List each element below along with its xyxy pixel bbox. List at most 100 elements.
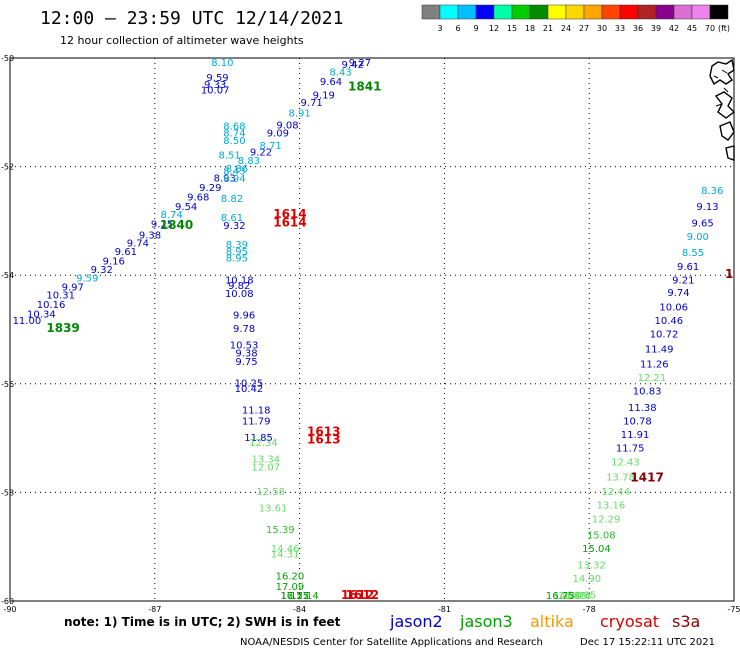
wave-height-value: 14.46 bbox=[271, 544, 300, 555]
wave-height-value: 14.65 bbox=[568, 590, 597, 601]
wave-height-value: 10.08 bbox=[225, 289, 254, 300]
satellite-name-cryosat: cryosat bbox=[600, 612, 659, 631]
satellite-name-altika: altika bbox=[530, 612, 574, 631]
legend-swatch bbox=[601, 4, 621, 20]
map-title: 12:00 – 23:59 UTC 12/14/2021 bbox=[40, 8, 343, 29]
wave-height-value: 10.42 bbox=[235, 384, 264, 395]
wave-height-value: 12.43 bbox=[611, 457, 640, 468]
wave-height-value: 9.97 bbox=[62, 282, 84, 293]
wave-height-value: 9.29 bbox=[199, 183, 221, 194]
wave-height-observations: 11.0010.3410.1610.319.979.599.329.169.61… bbox=[13, 58, 724, 602]
legend-swatch bbox=[583, 4, 603, 20]
wave-height-value: 8.94 bbox=[223, 174, 245, 185]
latitude-tick-label: -50 bbox=[1, 54, 14, 63]
legend-label: 45 bbox=[687, 24, 697, 33]
wave-height-value: 8.86 bbox=[226, 164, 248, 175]
legend-label: 9 bbox=[473, 24, 478, 33]
wave-height-value: 8.43 bbox=[329, 67, 351, 78]
wave-height-value: 11.18 bbox=[242, 406, 271, 417]
longitude-tick-label: -87 bbox=[148, 605, 161, 614]
wave-height-value: 15.08 bbox=[587, 531, 616, 542]
legend-swatch bbox=[421, 4, 441, 20]
legend-swatch bbox=[637, 4, 657, 20]
wave-height-value: 9.68 bbox=[187, 192, 209, 203]
wave-height-value: 13.78 bbox=[606, 472, 635, 483]
wave-height-value: 10.16 bbox=[37, 300, 66, 311]
wave-height-value: 11.26 bbox=[640, 360, 669, 371]
wave-height-value: 12.29 bbox=[592, 514, 621, 525]
legend-swatch bbox=[619, 4, 639, 20]
legend-label: 39 bbox=[651, 24, 661, 33]
wave-height-value: 11.85 bbox=[244, 433, 273, 444]
wave-height-value: 11.79 bbox=[242, 417, 271, 428]
legend-label: 3 bbox=[437, 24, 442, 33]
legend-label: 27 bbox=[579, 24, 589, 33]
wave-height-value: 10.72 bbox=[650, 330, 679, 341]
latitude-tick-label: -54 bbox=[1, 271, 14, 280]
wave-height-value: 9.74 bbox=[127, 238, 149, 249]
wave-height-value: 15.04 bbox=[582, 544, 611, 555]
legend-label: 6 bbox=[455, 24, 460, 33]
legend-swatch bbox=[673, 4, 693, 20]
orbit-pass-label: 1613 bbox=[307, 433, 340, 447]
legend-swatch bbox=[565, 4, 585, 20]
legend-label: 33 bbox=[615, 24, 625, 33]
wave-height-value: 10.34 bbox=[27, 310, 56, 321]
wave-height-value: 8.10 bbox=[211, 58, 233, 69]
legend-label: 12 bbox=[489, 24, 499, 33]
wave-height-value: 8.74 bbox=[223, 129, 245, 140]
satellite-legend: jason2 jason3 altika cryosat s3a bbox=[389, 612, 700, 631]
longitude-tick-label: -75 bbox=[727, 605, 740, 614]
map-subtitle: 12 hour collection of altimeter wave hei… bbox=[60, 34, 304, 47]
wave-height-value: 11.00 bbox=[13, 316, 42, 327]
wave-height-value: 10.46 bbox=[655, 316, 684, 327]
latitude-tick-label: -60 bbox=[1, 597, 14, 606]
wave-height-value: 17.25 bbox=[280, 591, 309, 602]
satellite-name-jason2: jason2 bbox=[389, 612, 443, 631]
wave-height-value: 8.74 bbox=[161, 210, 183, 221]
wave-height-value: 9.59 bbox=[76, 274, 98, 285]
legend-label: 18 bbox=[525, 24, 535, 33]
wave-height-value: 16.20 bbox=[276, 571, 305, 582]
wave-height-value: 9.38 bbox=[139, 230, 161, 241]
wave-height-value: 9.59 bbox=[206, 73, 228, 84]
wave-height-value: 11.91 bbox=[621, 430, 650, 441]
wave-height-color-legend: 3 6 9 12 15 18 21 24 27 30 33 36 39 42 45 70 (ft) bbox=[421, 4, 730, 33]
latitude-tick-label: -56 bbox=[1, 380, 14, 389]
wave-height-value: 10.78 bbox=[623, 417, 652, 428]
wave-height-value: 12.07 bbox=[251, 463, 280, 474]
wave-height-value: 15.39 bbox=[266, 525, 295, 536]
wave-height-value: 17.14 bbox=[290, 591, 319, 602]
wave-height-value: 8.95 bbox=[226, 247, 248, 258]
legend-label: 30 bbox=[597, 24, 607, 33]
legend-swatch bbox=[439, 4, 459, 20]
wave-height-value: 16.75 bbox=[546, 591, 575, 602]
orbit-pass-label: 1614 bbox=[273, 215, 306, 229]
footer-timestamp: Dec 17 15:22:11 UTC 2021 bbox=[580, 637, 715, 648]
latitude-tick-label: -52 bbox=[1, 163, 14, 172]
wave-height-value: 8.93 bbox=[214, 173, 236, 184]
wave-height-value: 9.08 bbox=[276, 121, 298, 132]
wave-height-value: 9.32 bbox=[91, 265, 113, 276]
wave-height-value: 11.75 bbox=[616, 444, 645, 455]
wave-height-value: 12.44 bbox=[601, 487, 630, 498]
legend-swatch bbox=[655, 4, 675, 20]
footer-credit: NOAA/NESDIS Center for Satellite Applica… bbox=[240, 637, 543, 648]
wave-height-value: 9.61 bbox=[677, 262, 699, 273]
longitude-tick-label: -90 bbox=[3, 605, 16, 614]
legend-label: 70 bbox=[705, 24, 715, 33]
wave-height-value: 10.07 bbox=[201, 85, 230, 96]
wave-height-value: 10.83 bbox=[633, 387, 662, 398]
wave-height-value: 9.54 bbox=[175, 202, 197, 213]
wave-height-value: 8.43 bbox=[223, 167, 245, 178]
latitude-tick-label: -58 bbox=[1, 488, 14, 497]
satellite-name-s3a: s3a bbox=[672, 612, 700, 631]
wave-height-value: 9.82 bbox=[228, 281, 250, 292]
wave-height-value: 14.31 bbox=[271, 550, 300, 561]
wave-height-value: 13.16 bbox=[597, 501, 626, 512]
wave-height-value: 9.96 bbox=[233, 311, 255, 322]
map-plot-area: -90 -87 -84 -81 -78 -75 -50 -52 -54 -56 -58 -60 11.… bbox=[1, 54, 740, 614]
legend-swatch bbox=[529, 4, 549, 20]
wave-height-value: 12.21 bbox=[638, 373, 667, 384]
